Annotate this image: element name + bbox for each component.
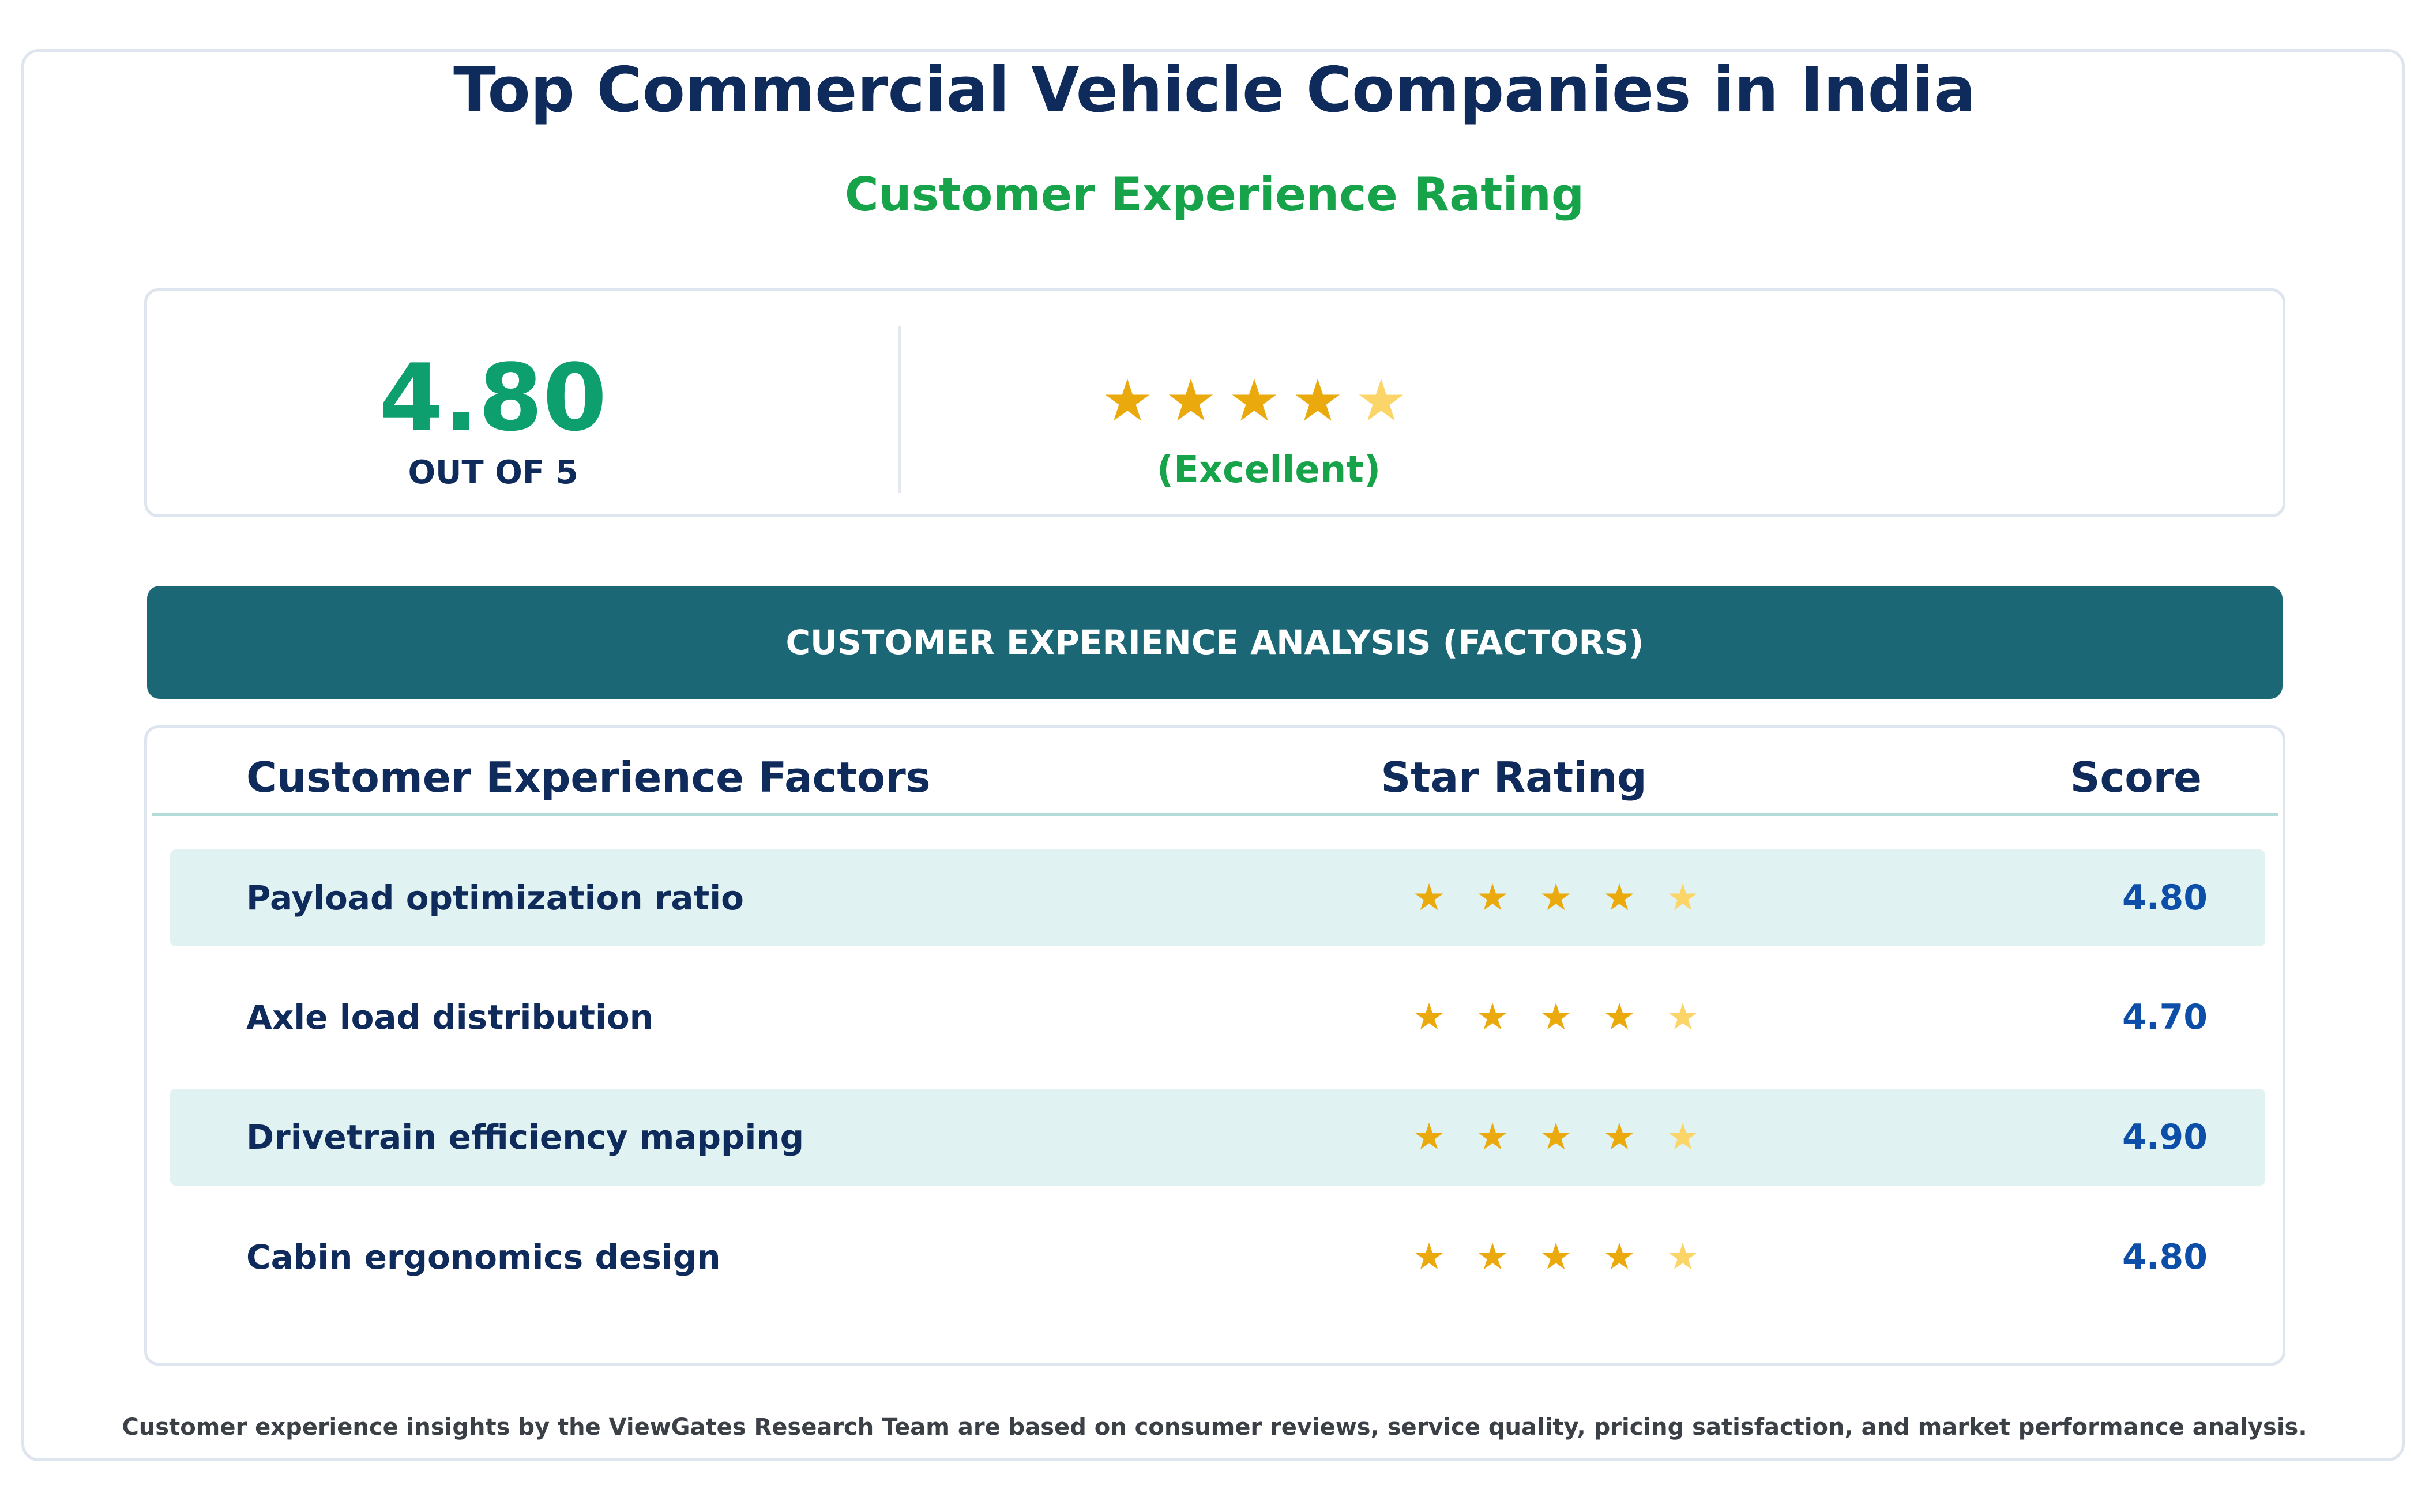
star-icon: ★ bbox=[1539, 877, 1573, 919]
star-icon: ★ bbox=[1101, 367, 1153, 434]
overall-score: 4.80 bbox=[379, 344, 607, 452]
summary-panel: 4.80 OUT OF 5 ★ ★ ★ ★ ★ (Excellent) bbox=[144, 288, 2285, 517]
star-icon: ★ bbox=[1292, 367, 1344, 434]
star-icon: ★ bbox=[1355, 367, 1407, 434]
star-icon: ★ bbox=[1476, 996, 1509, 1039]
factor-name: Cabin ergonomics design bbox=[246, 1238, 721, 1277]
factor-score: 4.70 bbox=[2122, 997, 2208, 1037]
star-icon: ★ bbox=[1666, 1116, 1699, 1159]
star-icon: ★ bbox=[1539, 1236, 1573, 1278]
star-icon: ★ bbox=[1476, 877, 1509, 919]
star-icon: ★ bbox=[1603, 996, 1636, 1039]
factor-star-rating: ★ ★ ★ ★ ★ bbox=[1397, 969, 1714, 1066]
star-icon: ★ bbox=[1412, 996, 1446, 1039]
star-icon: ★ bbox=[1476, 1236, 1509, 1278]
column-header-factors: Customer Experience Factors bbox=[246, 753, 931, 802]
star-icon: ★ bbox=[1603, 1116, 1636, 1159]
star-icon: ★ bbox=[1412, 1236, 1446, 1278]
factor-name: Axle load distribution bbox=[246, 998, 653, 1037]
factor-score: 4.80 bbox=[2122, 1237, 2208, 1277]
star-icon: ★ bbox=[1666, 877, 1699, 919]
page-subtitle: Customer Experience Rating bbox=[844, 168, 1585, 221]
factor-name: Drivetrain efficiency mapping bbox=[246, 1118, 804, 1157]
footnote: Customer experience insights by the View… bbox=[122, 1414, 2307, 1440]
analysis-banner: CUSTOMER EXPERIENCE ANALYSIS (FACTORS) bbox=[147, 586, 2283, 699]
rating-label: (Excellent) bbox=[1156, 449, 1381, 491]
summary-divider bbox=[898, 326, 901, 493]
star-icon: ★ bbox=[1539, 1116, 1573, 1159]
page-title: Top Commercial Vehicle Companies in Indi… bbox=[453, 54, 1976, 126]
factor-score: 4.80 bbox=[2122, 878, 2208, 918]
star-icon: ★ bbox=[1476, 1116, 1509, 1159]
header-divider bbox=[152, 813, 2278, 816]
overall-star-rating: ★ ★ ★ ★ ★ bbox=[1096, 360, 1499, 441]
table-row: Cabin ergonomics design ★ ★ ★ ★ ★ 4.80 bbox=[170, 1209, 2265, 1306]
out-of-label: OUT OF 5 bbox=[408, 454, 578, 491]
factor-name: Payload optimization ratio bbox=[246, 878, 745, 917]
star-icon: ★ bbox=[1228, 367, 1280, 434]
factor-star-rating: ★ ★ ★ ★ ★ bbox=[1397, 1209, 1714, 1306]
table-row: Axle load distribution ★ ★ ★ ★ ★ 4.70 bbox=[170, 969, 2265, 1066]
star-icon: ★ bbox=[1412, 877, 1446, 919]
star-icon: ★ bbox=[1603, 877, 1636, 919]
factor-star-rating: ★ ★ ★ ★ ★ bbox=[1397, 1089, 1714, 1186]
factor-score: 4.90 bbox=[2122, 1117, 2208, 1157]
factor-star-rating: ★ ★ ★ ★ ★ bbox=[1397, 849, 1714, 946]
star-icon: ★ bbox=[1412, 1116, 1446, 1159]
table-row: Drivetrain efficiency mapping ★ ★ ★ ★ ★ 4.90 bbox=[170, 1089, 2265, 1186]
star-icon: ★ bbox=[1165, 367, 1217, 434]
star-icon: ★ bbox=[1666, 1236, 1699, 1278]
column-header-score: Score bbox=[2070, 753, 2202, 802]
factors-table: Customer Experience Factors Star Rating … bbox=[144, 725, 2285, 1366]
star-icon: ★ bbox=[1603, 1236, 1636, 1278]
column-header-star-rating: Star Rating bbox=[1381, 753, 1647, 802]
table-row: Payload optimization ratio ★ ★ ★ ★ ★ 4.80 bbox=[170, 849, 2265, 946]
star-icon: ★ bbox=[1666, 996, 1699, 1039]
star-icon: ★ bbox=[1539, 996, 1573, 1039]
